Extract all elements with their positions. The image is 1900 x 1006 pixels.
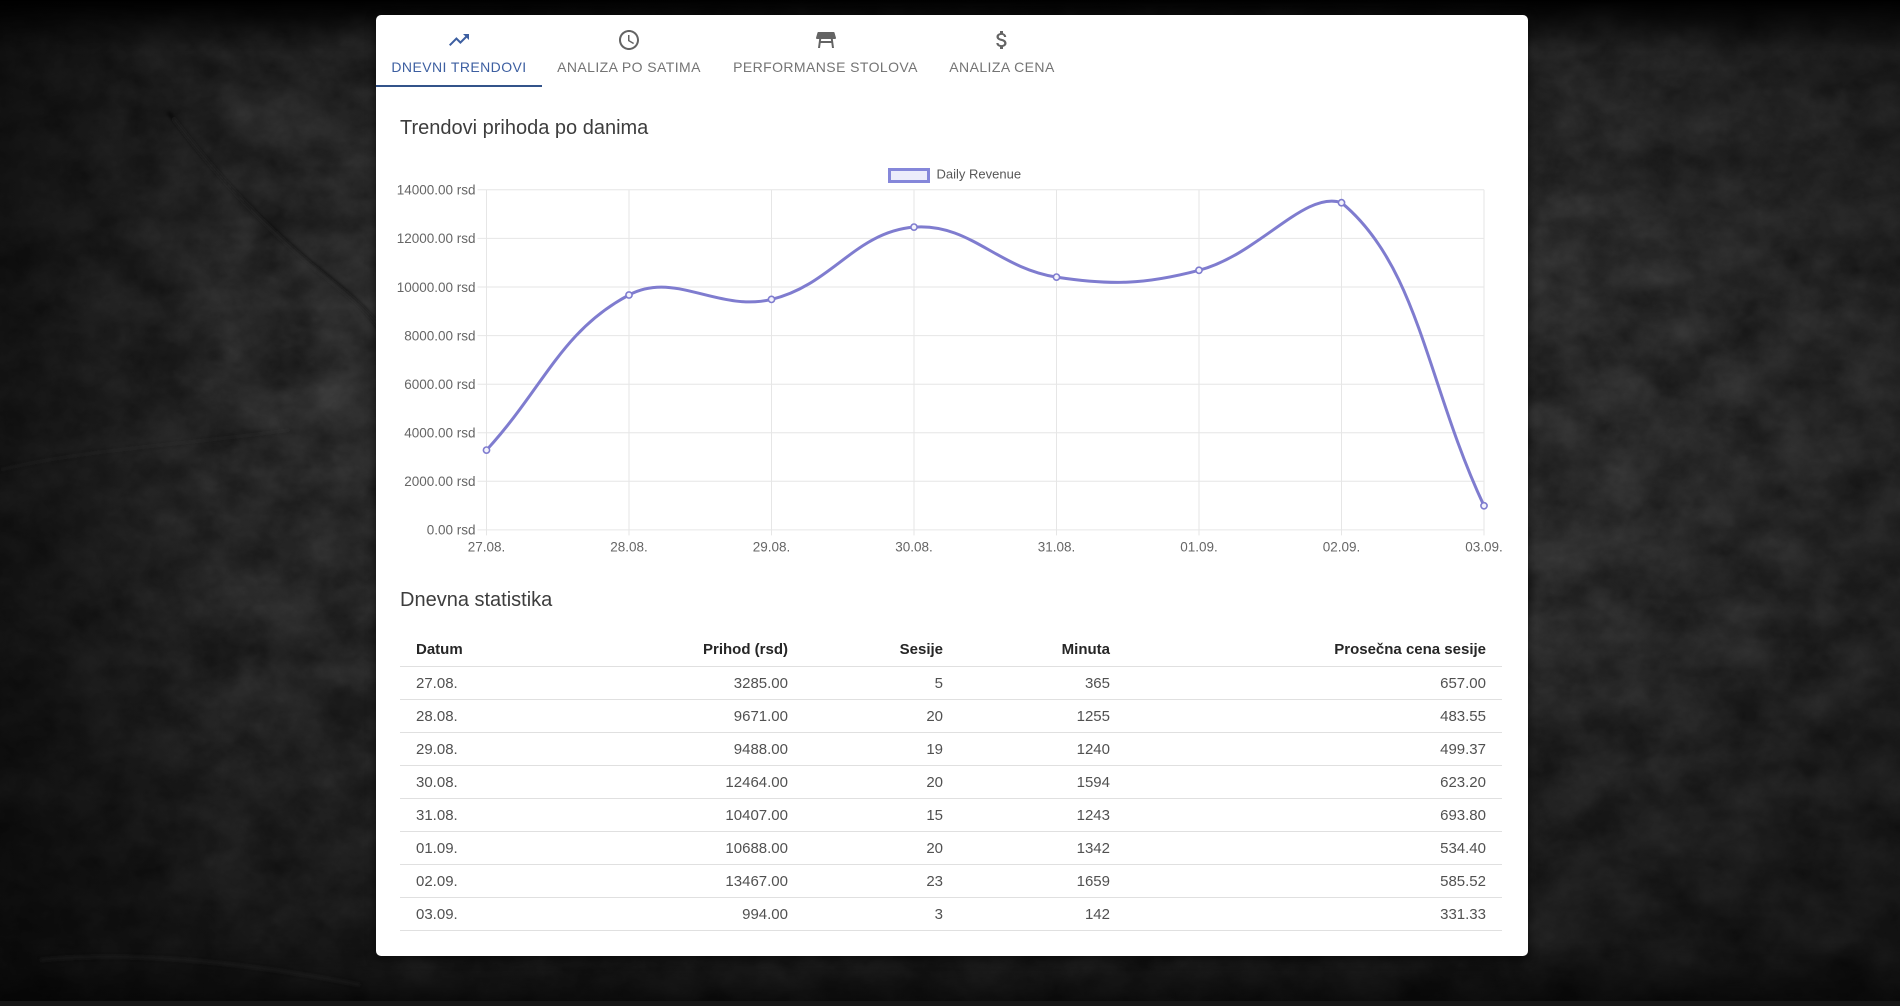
svg-text:27.08.: 27.08. [468,539,506,554]
svg-text:14000.00 rsd: 14000.00 rsd [397,182,476,197]
svg-text:29.08.: 29.08. [753,539,791,554]
svg-text:12000.00 rsd: 12000.00 rsd [397,231,476,246]
svg-text:4000.00 rsd: 4000.00 rsd [404,425,475,440]
svg-text:28.08.: 28.08. [610,539,648,554]
svg-text:6000.00 rsd: 6000.00 rsd [404,377,475,392]
svg-text:10000.00 rsd: 10000.00 rsd [397,279,476,294]
svg-text:8000.00 rsd: 8000.00 rsd [404,328,475,343]
svg-text:30.08.: 30.08. [895,539,933,554]
svg-text:0.00 rsd: 0.00 rsd [427,522,476,537]
svg-text:02.09.: 02.09. [1323,539,1361,554]
svg-text:Daily Revenue: Daily Revenue [937,166,1022,181]
svg-text:2000.00 rsd: 2000.00 rsd [404,474,475,489]
svg-text:31.08.: 31.08. [1038,539,1076,554]
svg-text:03.09.: 03.09. [1465,539,1503,554]
svg-text:01.09.: 01.09. [1180,539,1218,554]
